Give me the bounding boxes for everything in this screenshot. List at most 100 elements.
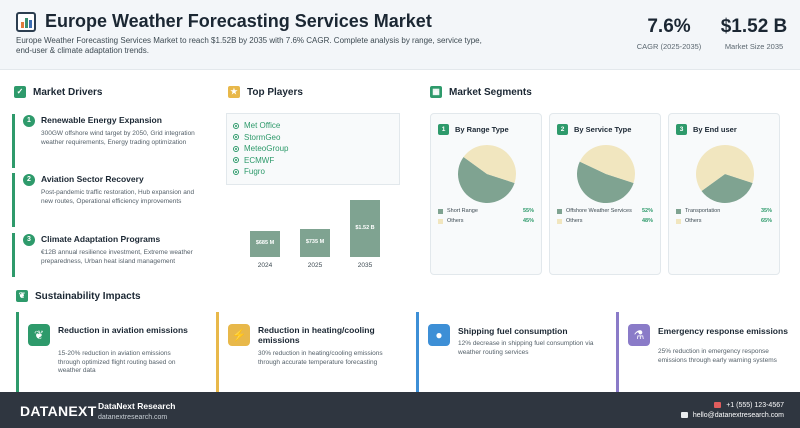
player-name: Fugro <box>244 167 265 176</box>
sustainability-heading: ❦ Sustainability Impacts <box>16 290 141 302</box>
bar-value-label: $735 M <box>305 239 325 246</box>
legend-label: Offshore Weather Services <box>566 208 632 214</box>
phone-number: +1 (555) 123-4567 <box>726 402 784 409</box>
segments-heading: ▦ Market Segments <box>430 86 532 98</box>
legend-percent: 55% <box>522 208 534 214</box>
leaf-icon: ❦ <box>16 290 28 302</box>
card-accent <box>616 312 619 392</box>
flask-icon: ⚗ <box>628 324 650 346</box>
pie-slice-primary <box>577 161 634 203</box>
sustainability-card: ⚗ Emergency response emissions 25% reduc… <box>616 312 800 392</box>
driver-card: 2 Aviation Sector Recovery Post-pandemic… <box>12 173 200 227</box>
impact-title: Emergency response emissions <box>658 326 788 336</box>
players-list: Met Office StormGeo MeteoGroup ECMWF Fug… <box>226 113 400 185</box>
legend-item: Others 65% <box>676 218 772 224</box>
email-address: hello@datanextresearch.com <box>692 412 784 419</box>
legend-swatch <box>438 218 443 224</box>
bar-category-label: 2025 <box>307 262 323 269</box>
footer: DATANEXT DataNext Research datanextresea… <box>0 392 800 428</box>
card-accent <box>416 312 419 392</box>
legend-swatch <box>676 208 681 214</box>
segment-title-text: By Service Type <box>574 125 632 134</box>
player-item[interactable]: MeteoGroup <box>233 143 393 155</box>
players-heading-text: Top Players <box>247 86 303 98</box>
legend-percent: 52% <box>641 208 653 214</box>
kpi-market-size: $1.52 B Market Size 2035 <box>714 16 794 51</box>
segment-title: 2 By Service Type <box>557 124 631 135</box>
phone-icon <box>714 402 722 409</box>
segment-card-service: 2 By Service Type Offshore Weather Servic… <box>549 113 661 275</box>
pie-slice-others <box>579 145 635 183</box>
player-item[interactable]: StormGeo <box>233 132 393 144</box>
driver-card: 1 Renewable Energy Expansion 300GW offsh… <box>12 114 200 168</box>
kpi-label: CAGR (2025-2035) <box>636 42 702 51</box>
sustainability-heading-text: Sustainability Impacts <box>35 290 141 302</box>
segment-card-enduser: 3 By End user Transportation 35% Others 65% <box>668 113 780 275</box>
card-accent <box>216 312 219 392</box>
impact-title: Reduction in heating/cooling emissions <box>258 325 375 345</box>
segment-number: 3 <box>676 124 687 135</box>
title-row: Europe Weather Forecasting Services Mark… <box>16 11 432 32</box>
player-name: StormGeo <box>244 132 281 142</box>
legend-label: Others <box>447 218 464 224</box>
bar-chart-icon <box>16 11 36 32</box>
driver-card: 3 Climate Adaptation Programs €12B annua… <box>12 233 200 277</box>
driver-title: Renewable Energy Expansion <box>41 115 162 125</box>
legend-swatch <box>438 208 443 214</box>
segment-title: 3 By End user <box>676 124 737 135</box>
impact-description: 15-20% reduction in aviation emissions t… <box>58 350 176 374</box>
segment-number: 2 <box>557 124 568 135</box>
segment-title: 1 By Range Type <box>438 124 509 135</box>
kpi-value: $1.52 B <box>720 16 788 37</box>
legend-item: Others 48% <box>557 218 653 224</box>
bar-2025: $735 M <box>300 229 330 257</box>
bar-category-label: 2024 <box>257 262 273 269</box>
bar-value-label: $1.52 B <box>355 224 375 231</box>
pie-slice-primary <box>458 156 515 203</box>
legend-label: Others <box>566 218 583 224</box>
bar-category-label: 2035 <box>357 262 373 269</box>
impact-title: Shipping fuel consumption <box>458 326 568 336</box>
legend-swatch <box>557 208 562 214</box>
player-item[interactable]: Met Office <box>233 120 393 132</box>
phone-line[interactable]: +1 (555) 123-4567 <box>681 401 784 411</box>
droplet-icon: ● <box>428 324 450 346</box>
bar-2035: $1.52 B <box>350 200 380 257</box>
sustainability-card: ⚡ Reduction in heating/cooling emissions… <box>216 312 400 392</box>
contact-info: +1 (555) 123-4567 hello@datanextresearch… <box>680 401 784 421</box>
legend-percent: 45% <box>522 218 534 224</box>
driver-number: 2 <box>23 174 35 186</box>
player-item[interactable]: ECMWF <box>233 155 393 167</box>
impact-description: 12% decrease in shipping fuel consumptio… <box>458 340 594 356</box>
driver-title: Climate Adaptation Programs <box>41 234 161 244</box>
driver-description: 300GW offshore wind target by 2050, Grid… <box>41 130 195 146</box>
legend-label: Others <box>685 218 702 224</box>
pie-slice-primary <box>701 174 753 203</box>
header: Europe Weather Forecasting Services Mark… <box>0 0 800 70</box>
kpi-value: 7.6% <box>647 16 691 37</box>
card-accent <box>16 312 19 392</box>
company-name: DataNext Research <box>98 401 176 411</box>
impact-title: Reduction in aviation emissions <box>58 325 188 335</box>
drivers-heading: ✓ Market Drivers <box>14 86 102 98</box>
page-title: Europe Weather Forecasting Services Mark… <box>45 11 432 31</box>
player-item[interactable]: Fugro <box>233 166 393 178</box>
target-icon <box>233 122 239 129</box>
legend-percent: 35% <box>760 208 772 214</box>
legend-percent: 65% <box>760 218 772 224</box>
bar-value-label: $685 M <box>255 240 275 247</box>
drivers-heading-text: Market Drivers <box>33 86 103 98</box>
email-line[interactable]: hello@datanextresearch.com <box>680 411 784 421</box>
legend-item: Short Range 55% <box>438 208 534 214</box>
legend-item: Offshore Weather Services 52% <box>557 208 653 214</box>
target-icon <box>233 134 239 141</box>
grid-icon: ▦ <box>430 86 442 98</box>
trophy-icon: ★ <box>228 86 240 98</box>
mail-icon <box>680 412 688 419</box>
legend-label: Transportation <box>685 208 721 214</box>
checkmark-icon: ✓ <box>14 86 26 98</box>
company-url[interactable]: datanextresearch.com <box>98 414 168 421</box>
segment-number: 1 <box>438 124 449 135</box>
lightning-icon: ⚡ <box>228 324 250 346</box>
segment-title-text: By End user <box>693 125 737 134</box>
